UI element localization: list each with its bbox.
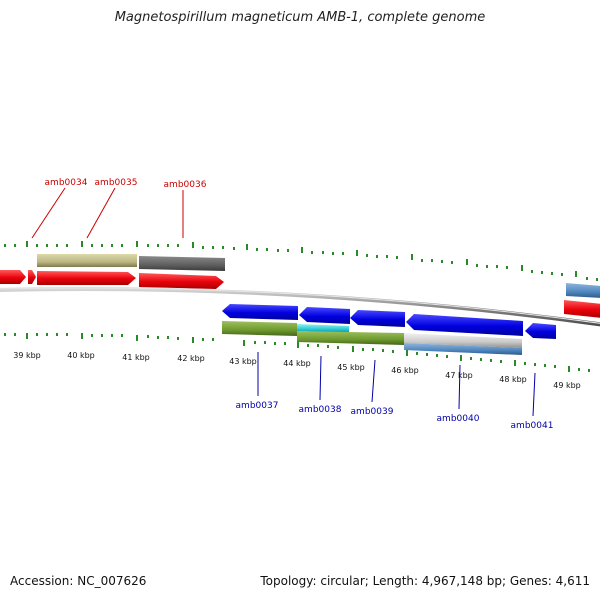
scale-label: 43 kbp	[229, 357, 257, 366]
scale-label: 45 kbp	[337, 363, 365, 372]
gene-amb0034[interactable]	[37, 271, 136, 285]
feature-olive-1[interactable]	[222, 321, 297, 336]
reverse-gene-labels: amb0037 amb0038 amb0039 amb0040 amb0041	[236, 352, 554, 431]
gene-amb0040[interactable]	[406, 314, 523, 336]
scale-label: 42 kbp	[177, 354, 205, 363]
feature-cyan[interactable]	[297, 324, 349, 333]
gene-label-amb0038[interactable]: amb0038	[299, 405, 342, 415]
feature-steel-right[interactable]	[566, 283, 600, 298]
gene-label-amb0039[interactable]: amb0039	[351, 407, 394, 417]
gene-label-amb0037[interactable]: amb0037	[236, 401, 279, 411]
reverse-gene-track	[222, 304, 556, 355]
scale-label: 39 kbp	[13, 351, 41, 360]
feature-khaki[interactable]	[37, 254, 137, 267]
scale-label: 49 kbp	[553, 381, 581, 390]
gene-amb0041[interactable]	[525, 323, 556, 339]
gene-label-amb0035[interactable]: amb0035	[95, 178, 138, 188]
scale-labels: 39 kbp 40 kbp 41 kbp 42 kbp 43 kbp 44 kb…	[13, 351, 581, 390]
feature-olive-2[interactable]	[297, 331, 404, 345]
gene-amb0039[interactable]	[350, 310, 405, 327]
forward-gene-track	[0, 254, 600, 318]
scale-label: 46 kbp	[391, 366, 419, 375]
feature-gray[interactable]	[139, 256, 225, 271]
scale-label: 48 kbp	[499, 375, 527, 384]
gene-label-amb0034[interactable]: amb0034	[45, 178, 88, 188]
gene-label-amb0040[interactable]: amb0040	[437, 414, 480, 424]
feature-steel[interactable]	[404, 343, 522, 355]
gene-label-amb0036[interactable]: amb0036	[164, 180, 207, 190]
genome-title: Magnetospirillum magneticum AMB-1, compl…	[114, 10, 486, 25]
upper-tick-track	[4, 241, 598, 281]
gene-amb0036[interactable]	[139, 273, 224, 289]
lower-tick-track	[4, 333, 590, 372]
scale-label: 47 kbp	[445, 371, 473, 380]
scale-label: 40 kbp	[67, 351, 95, 360]
accession-text: Accession: NC_007626	[10, 574, 147, 588]
gene-amb0037[interactable]	[222, 304, 298, 320]
gene-amb0038[interactable]	[299, 307, 350, 324]
scale-label: 41 kbp	[122, 353, 150, 362]
forward-gene-arrow[interactable]	[0, 270, 26, 284]
forward-gene-arrow[interactable]	[28, 270, 36, 284]
forward-gene-arrow-right[interactable]	[564, 300, 600, 318]
scale-label: 44 kbp	[283, 359, 311, 368]
forward-gene-labels: amb0034 amb0035 amb0036	[31, 178, 207, 239]
gene-label-amb0041[interactable]: amb0041	[511, 421, 554, 431]
genome-backbone	[0, 287, 600, 327]
topology-text: Topology: circular; Length: 4,967,148 bp…	[260, 574, 590, 588]
